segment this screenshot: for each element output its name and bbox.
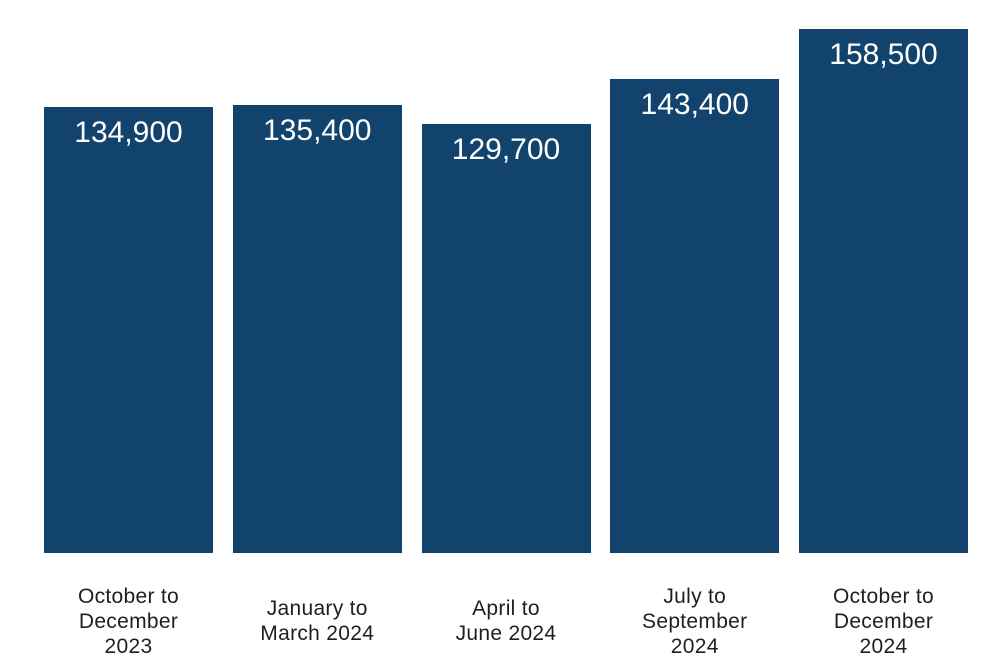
- x-axis-labels: October to December 2023 January to March 20…: [44, 553, 968, 667]
- x-axis-label-1: October to December 2023: [44, 553, 213, 667]
- x-axis-label-line: 2024: [859, 634, 908, 658]
- x-axis-label-2: January to March 2024: [233, 553, 402, 667]
- x-axis-label-4: July to September 2024: [610, 553, 779, 667]
- bar-5: 158,500: [799, 29, 968, 553]
- x-axis-label-3: April to June 2024: [422, 553, 591, 667]
- bar-value-label: 158,500: [829, 38, 938, 71]
- x-axis-label-line: October to: [832, 584, 935, 608]
- bar-1: 134,900: [44, 107, 213, 553]
- x-axis-label-line: April to: [472, 597, 540, 620]
- bar-value-label: 129,700: [451, 133, 561, 166]
- x-axis-label-line: March 2024: [260, 622, 375, 645]
- bar-3: 129,700: [421, 124, 591, 553]
- x-axis-label-line: July to: [663, 584, 727, 608]
- x-axis-label-line: September: [642, 609, 748, 633]
- x-axis-label-line: June 2024: [455, 622, 557, 645]
- x-axis-label-line: 2024: [670, 634, 719, 658]
- bar-value-label: 143,400: [640, 88, 749, 121]
- x-axis-label-line: December: [78, 609, 179, 633]
- x-axis-label-line: January to: [266, 597, 368, 620]
- bar-2: 135,400: [232, 105, 402, 553]
- plot-area: 134,900 135,400 129,700 143,400 158,500: [44, 0, 968, 553]
- x-axis-label-5: October to December 2024: [799, 553, 968, 667]
- bar-value-label: 135,400: [263, 114, 372, 147]
- x-axis-label-line: 2023: [104, 634, 153, 658]
- x-axis-label-line: October to: [77, 584, 180, 608]
- bar-value-label: 134,900: [74, 116, 183, 149]
- bar-4: 143,400: [610, 79, 780, 553]
- x-axis-label-line: December: [833, 609, 934, 633]
